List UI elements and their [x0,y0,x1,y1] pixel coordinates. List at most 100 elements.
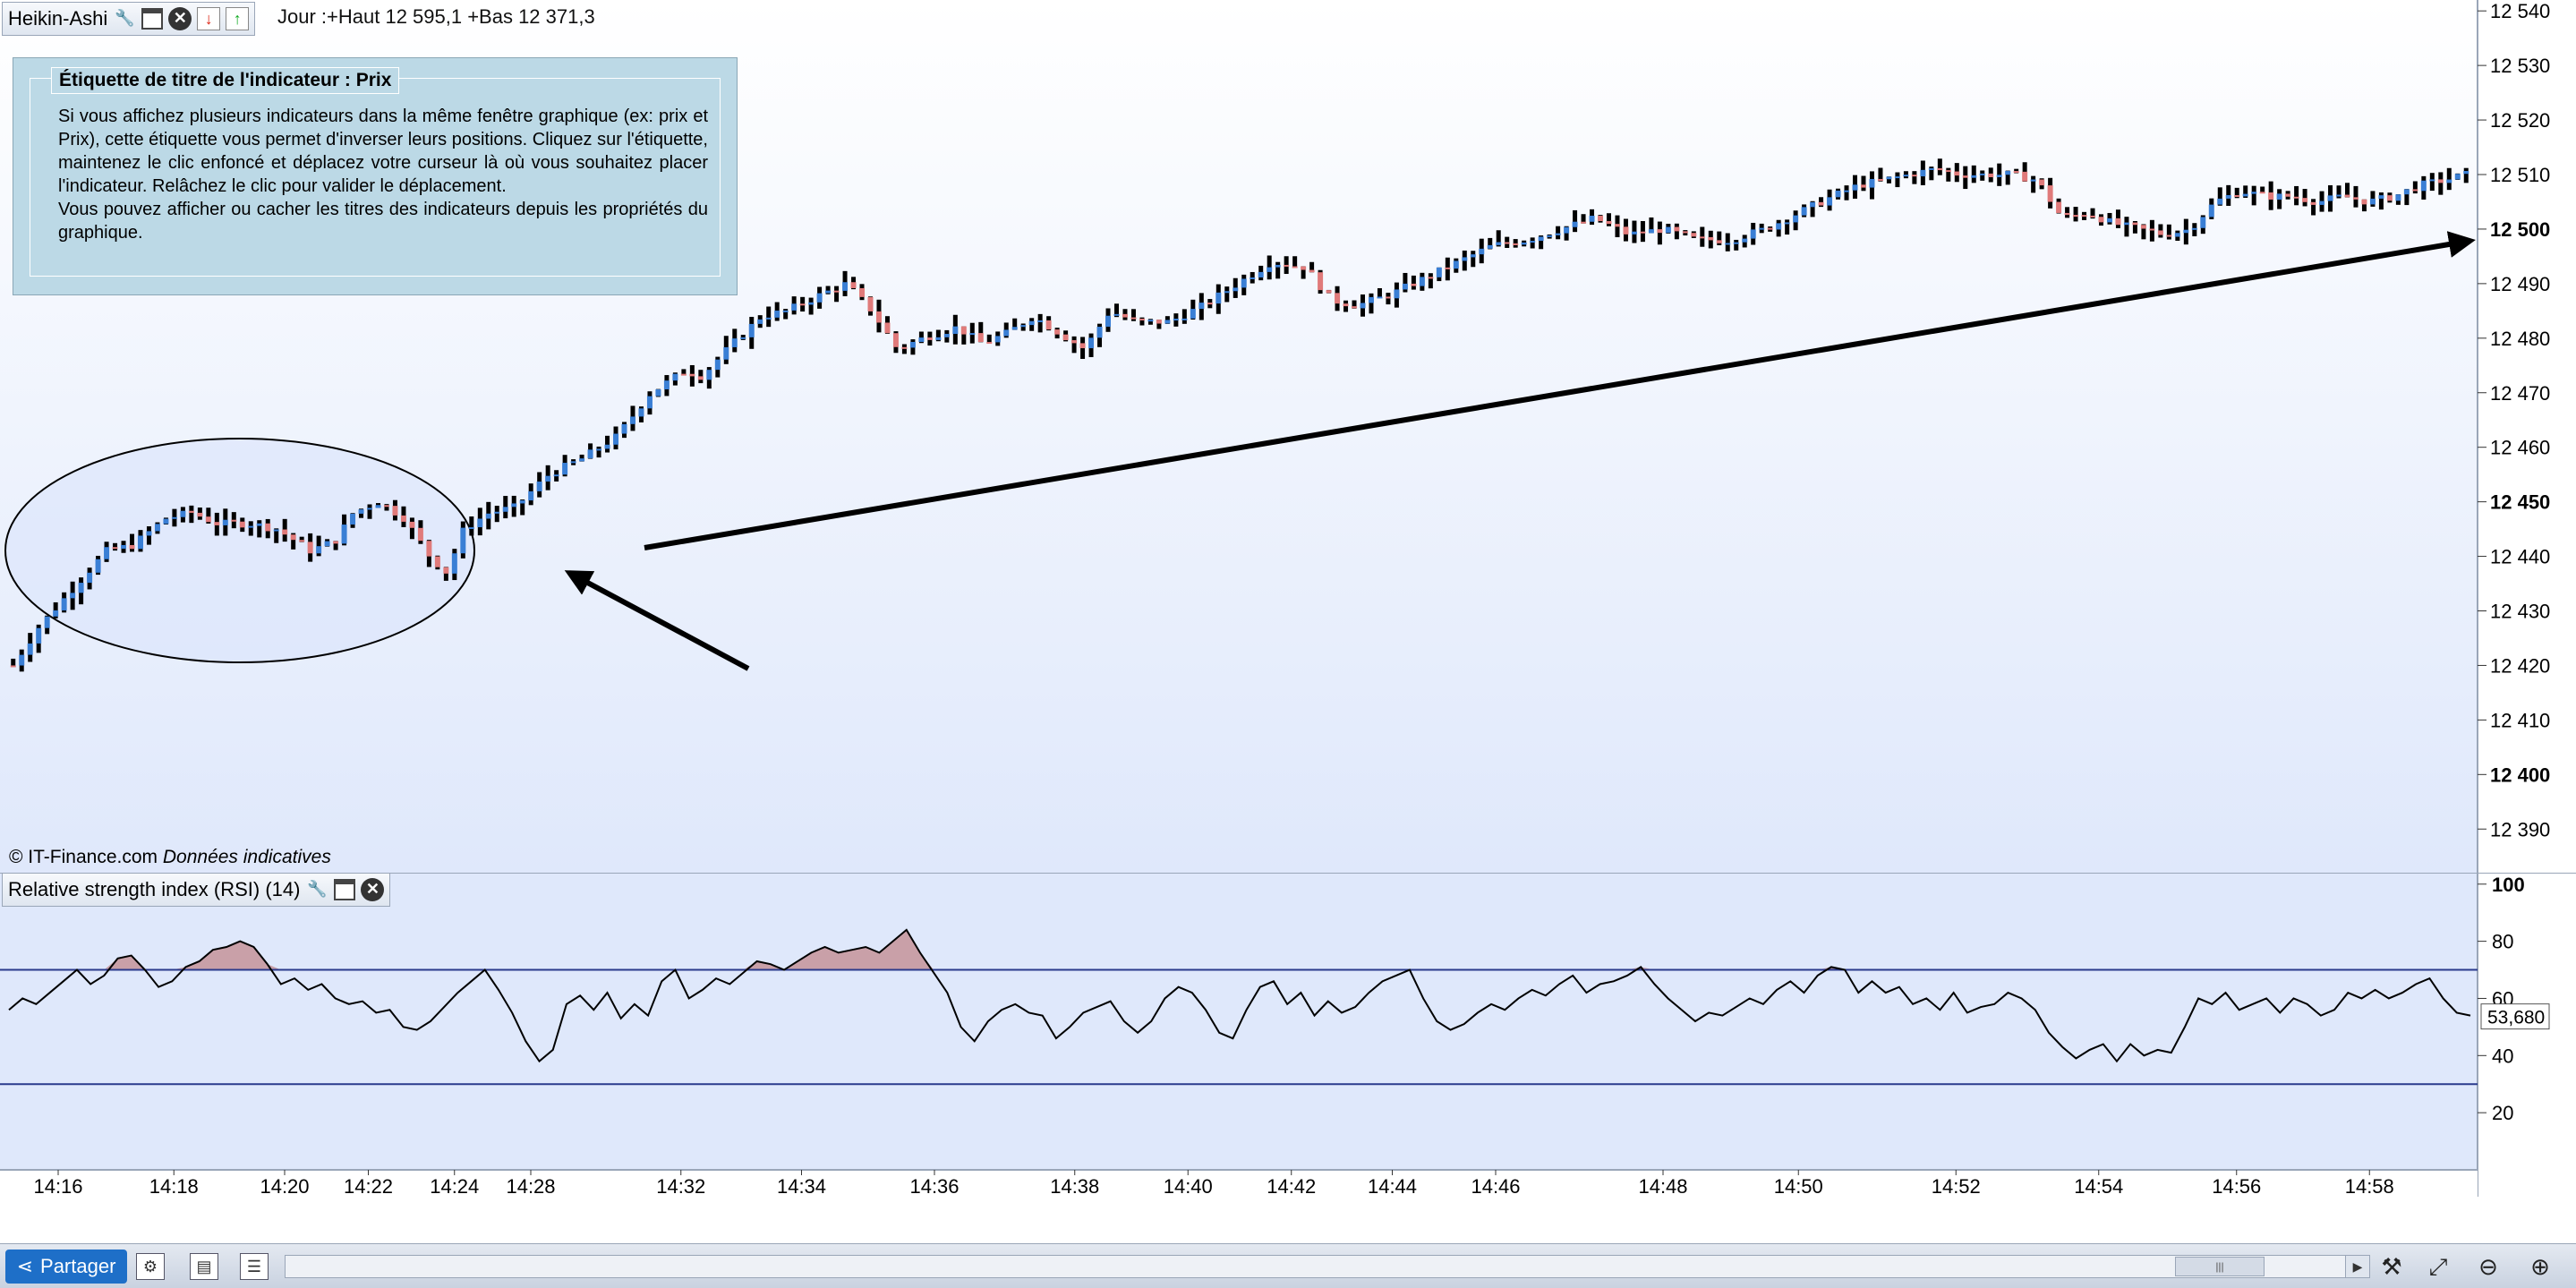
rsi-overbought-fill [9,929,2470,970]
candle-down [2081,215,2087,218]
candle-up [1037,320,1044,322]
candle-up [621,423,627,434]
time-tick-label: 14:34 [777,1175,826,1197]
candle-down [2098,217,2104,223]
candle-down [2361,199,2367,205]
price-tick-label: 12 480 [2490,328,2550,350]
share-button[interactable]: ⋖ Partager [5,1250,127,1284]
candle-up [1011,327,1018,330]
candle-up [1368,296,1374,303]
candle-up [2225,195,2231,199]
candle-down [1326,290,1332,294]
candle-up [1665,226,1671,234]
candle-up [477,518,483,528]
candle-up [731,338,738,347]
horizontal-scrollbar[interactable] [285,1255,2370,1278]
candle-up [61,598,67,610]
candle-down [409,521,415,528]
candle-up [1996,175,2002,177]
candle-up [1530,241,1536,243]
candle-up [1589,215,1595,222]
candle-up [1164,320,1171,324]
tooltip-title: Étiquette de titre de l'indicateur : Pri… [51,67,400,94]
candle-down [1445,267,1451,269]
candle-down [1657,229,1663,234]
time-tick-label: 14:56 [2212,1175,2261,1197]
candle-down [265,523,271,532]
window-icon[interactable] [141,8,164,30]
candle-up [87,572,93,584]
candle-up [1928,167,1934,170]
candle-down [2073,215,2079,218]
candle-down [1343,303,1349,307]
move-down-icon[interactable]: ↓ [197,7,221,30]
candle-up [2005,171,2011,175]
wrench-icon[interactable]: 🔧 [307,880,328,898]
candle-up [1020,325,1027,328]
copyright-note: Données indicatives [162,847,331,867]
scroll-right-button[interactable]: ▶ [2345,1255,2370,1278]
candle-down [383,505,389,508]
candle-down [1139,319,1145,321]
candle-up [2242,193,2248,197]
window-icon[interactable] [334,879,356,900]
candle-up [1869,178,1875,188]
candle-up [367,508,373,510]
price-indicator-title[interactable]: Heikin-Ashi 🔧 ✕ ↓ ↑ [2,2,256,36]
candle-up [2403,189,2410,195]
candle-up [1750,229,1756,239]
price-tick-label: 12 540 [2490,0,2550,22]
zoom-fit-icon[interactable]: ⤢ [2428,1253,2448,1280]
candle-down [1284,264,1290,267]
rsi-indicator-title[interactable]: Relative strength index (RSI) (14) 🔧 ✕ [2,873,391,907]
time-tick-label: 14:28 [506,1175,555,1197]
candle-up [1470,254,1476,258]
objects-list-icon[interactable]: ☰ [240,1253,269,1280]
candle-down [2166,235,2172,237]
zoom-out-icon[interactable]: ⊖ [2478,1253,2498,1280]
candle-up [1784,222,1790,225]
price-chart-pane[interactable]: 12 540 12 530 12 520 12 510 12 500 12 490 12 4… [0,0,2576,873]
indicators-icon[interactable]: ⚙ [136,1253,165,1280]
candle-up [2123,222,2129,226]
candle-down [1682,231,1688,234]
zoom-in-icon[interactable]: ⊕ [2530,1253,2550,1280]
price-chart[interactable]: 12 540 12 530 12 520 12 510 12 500 12 490 12 4… [0,0,2576,873]
rsi-tick-label: 40 [2492,1045,2513,1067]
candle-up [256,523,262,526]
highlight-ellipse [4,438,475,663]
time-tick-label: 14:44 [1368,1175,1417,1197]
indicator-tooltip: Étiquette de titre de l'indicateur : Pri… [13,57,738,295]
candle-up [596,448,602,451]
candle-down [1504,242,1510,244]
price-tick-label: 12 420 [2490,654,2550,677]
candle-down [1207,303,1213,305]
rsi-pane[interactable]: 100 80 60 40 20 53,680 14:16 14:18 14:20 14:22 14… [0,873,2576,1197]
candle-up [1487,244,1493,249]
time-tick-label: 14:16 [33,1175,82,1197]
candle-up [2336,194,2342,197]
candle-up [375,505,381,508]
candle-up [511,503,517,508]
close-icon[interactable]: ✕ [168,7,192,30]
rsi-series [0,928,2478,1086]
candle-up [2251,192,2257,194]
wrench-icon[interactable]: 🔧 [115,9,135,27]
candle-up [765,317,772,320]
candle-up [1886,176,1892,180]
price-tick-label: 12 400 [2490,763,2550,786]
candle-up [1190,309,1196,319]
price-tick-label: 12 390 [2490,818,2550,840]
candle-up [2208,204,2214,218]
chart-settings-icon[interactable]: ⚒ [2381,1253,2402,1280]
candle-down [926,337,933,340]
candle-up [27,643,33,655]
close-icon[interactable]: ✕ [361,878,385,901]
price-tick-label: 12 450 [2490,491,2550,514]
candle-down [2234,195,2240,198]
drawing-tools-icon[interactable]: ▤ [190,1253,218,1280]
candle-up [1181,318,1188,320]
scroll-thumb[interactable]: ||| [2175,1257,2265,1276]
move-up-icon[interactable]: ↑ [226,7,250,30]
